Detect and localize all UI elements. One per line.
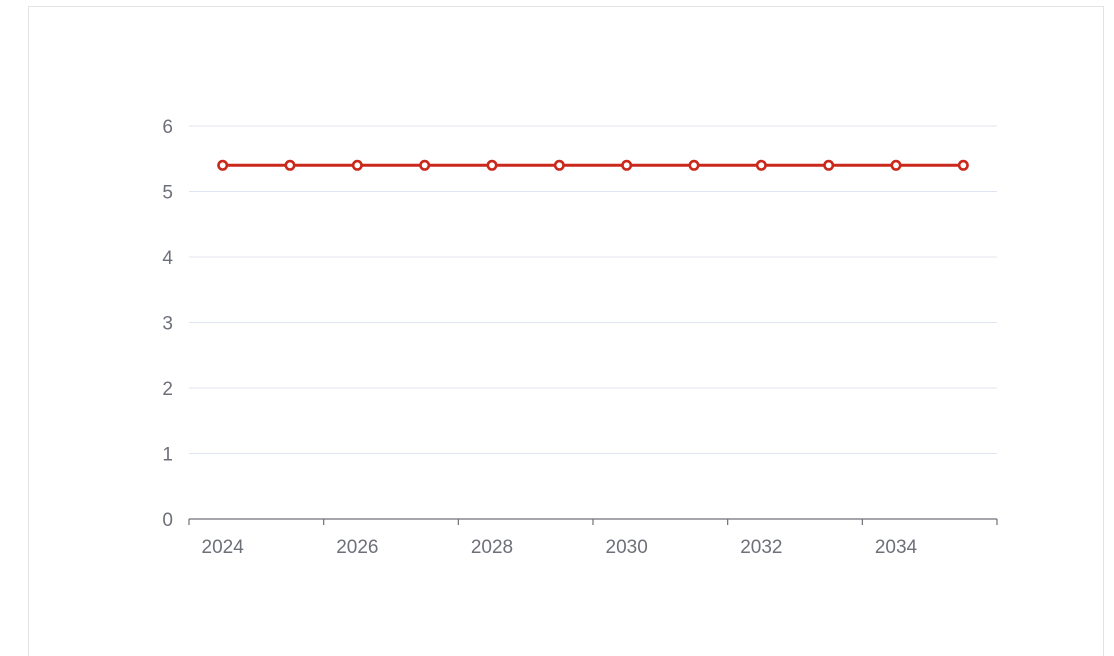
data-point-2035[interactable] (957, 159, 969, 171)
data-point-2024[interactable] (217, 159, 229, 171)
data-point-2029[interactable] (553, 159, 565, 171)
y-tick-label: 0 (162, 510, 173, 531)
x-tick-label: 2028 (471, 537, 513, 558)
x-tick-label: 2034 (875, 537, 918, 558)
y-tick-label: 1 (162, 445, 173, 466)
y-tick-label: 3 (162, 314, 173, 335)
data-point-2034[interactable] (890, 159, 902, 171)
y-axis-labels: 0 1 2 3 4 5 6 (162, 117, 173, 531)
data-point-2031[interactable] (688, 159, 700, 171)
x-tick-label: 2024 (202, 537, 245, 558)
data-point-2027[interactable] (419, 159, 431, 171)
grid-lines (189, 125, 997, 454)
y-tick-label: 2 (162, 379, 173, 400)
x-tick-label: 2030 (606, 537, 648, 558)
data-point-2026[interactable] (351, 159, 363, 171)
data-point-2032[interactable] (755, 159, 767, 171)
y-tick-label: 5 (162, 183, 173, 204)
y-tick-label: 6 (162, 117, 173, 138)
series-layer (217, 159, 969, 171)
x-tick-label: 2026 (336, 537, 378, 558)
chart-panel (28, 6, 1104, 656)
data-point-2028[interactable] (486, 159, 498, 171)
data-point-2033[interactable] (823, 159, 835, 171)
data-point-2025[interactable] (284, 159, 296, 171)
y-tick-label: 4 (162, 248, 173, 269)
x-tick-label: 2032 (740, 537, 782, 558)
data-point-2030[interactable] (621, 159, 633, 171)
x-axis: 2024 2026 2028 2030 2032 2034 (188, 518, 998, 558)
